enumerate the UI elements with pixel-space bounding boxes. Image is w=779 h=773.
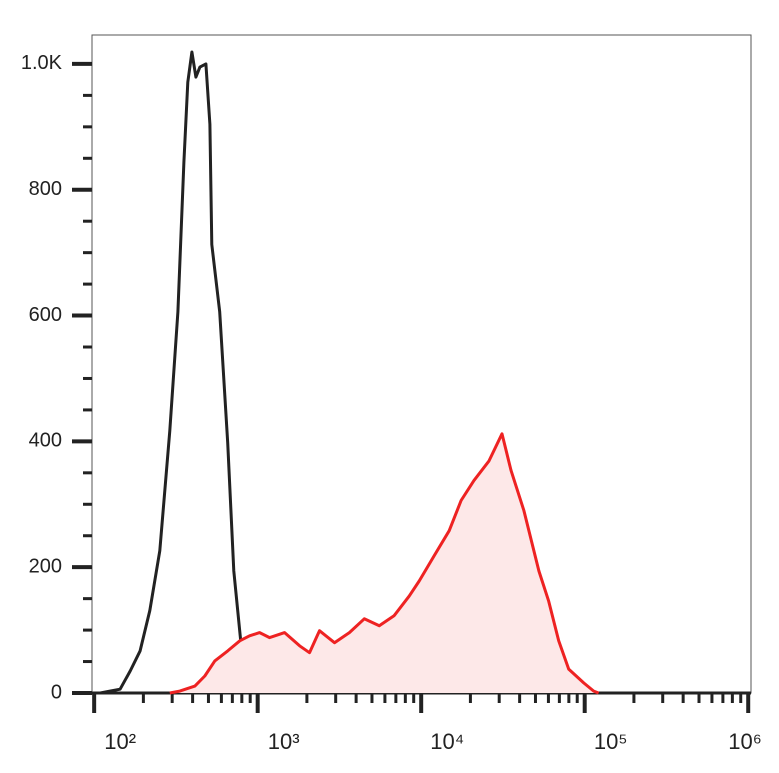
x-tick-label: 10³ — [268, 729, 300, 754]
y-tick-label: 400 — [29, 430, 62, 452]
x-tick-label: 10⁵ — [594, 729, 628, 754]
y-tick-label: 600 — [29, 304, 62, 326]
histogram-line — [169, 432, 600, 695]
histogram-area — [169, 433, 599, 693]
x-tick-label: 10⁴ — [430, 729, 464, 754]
y-tick-label: 200 — [29, 555, 62, 577]
x-tick-label: 10⁶ — [728, 729, 762, 754]
x-tick-label: 10² — [104, 729, 136, 754]
y-tick-label: 800 — [29, 178, 62, 200]
y-tick-label: 0 — [51, 681, 62, 703]
y-tick-label: 1.0K — [21, 52, 63, 74]
